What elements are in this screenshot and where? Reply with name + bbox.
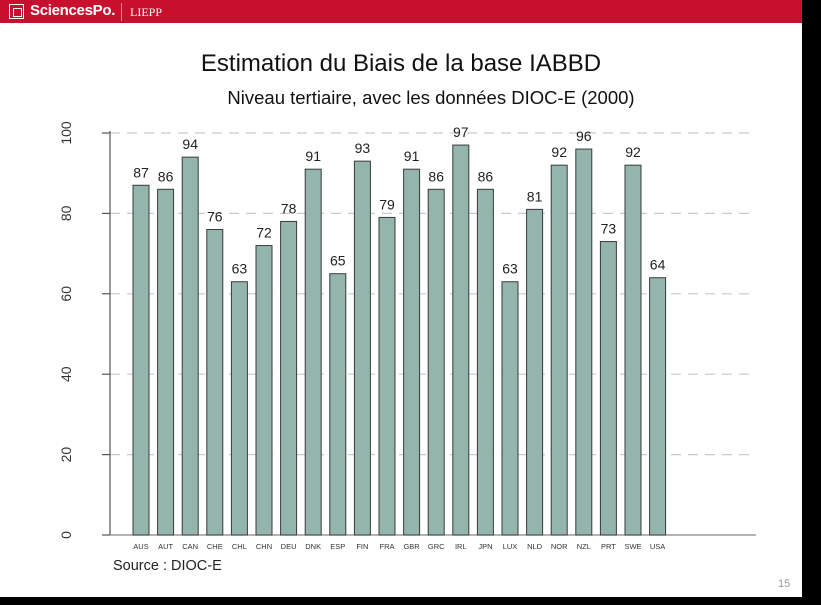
bar-nor <box>550 164 568 536</box>
x-tick-label: NLD <box>527 542 543 551</box>
x-tick-label: SWE <box>624 542 641 551</box>
x-tick-label: AUT <box>158 542 173 551</box>
bar-dnk <box>304 168 322 536</box>
bar-lux <box>501 281 519 536</box>
bar-chart: 0 20 40 60 80 100 87 86 94 76 63 72 78 91 65 93 79 91 86 9… <box>58 121 756 551</box>
bar-jpn <box>476 188 494 536</box>
data-label: 96 <box>576 128 592 144</box>
page-number: 15 <box>778 578 791 590</box>
data-label: 63 <box>232 261 248 277</box>
data-label: 64 <box>650 257 666 273</box>
y-tick-label: 60 <box>58 286 74 302</box>
bar-irl <box>452 144 470 536</box>
data-label: 81 <box>527 188 543 204</box>
x-tick-label: NOR <box>551 542 568 551</box>
bar-deu <box>280 220 298 536</box>
x-tick-label: PRT <box>601 542 616 551</box>
data-label: 86 <box>428 168 444 184</box>
data-label: 65 <box>330 253 346 269</box>
bar-nld <box>526 208 544 536</box>
y-tick-label: 80 <box>58 205 74 221</box>
y-tick-label: 100 <box>58 121 74 145</box>
x-tick-label: IRL <box>455 542 467 551</box>
y-tick-label: 0 <box>58 531 74 539</box>
x-tick-label: GBR <box>403 542 420 551</box>
sciencespo-logo-icon <box>9 4 24 19</box>
bar-prt <box>599 241 617 536</box>
bar-aut <box>157 188 175 536</box>
x-tick-label: FIN <box>356 542 368 551</box>
x-tick-label: NZL <box>577 542 591 551</box>
x-tick-label: JPN <box>478 542 492 551</box>
y-tick-label: 40 <box>58 366 74 382</box>
x-tick-label: USA <box>650 542 665 551</box>
chart-title: Estimation du Biais de la base IABBD <box>200 50 602 77</box>
bar-esp <box>329 273 347 536</box>
data-label: 76 <box>207 208 223 224</box>
data-label: 63 <box>502 261 518 277</box>
data-label: 93 <box>355 140 371 156</box>
x-tick-label: CHL <box>232 542 247 551</box>
bar-swe <box>624 164 642 536</box>
slide: SciencesPo. LIEPP Estimation du Biais de… <box>0 0 802 597</box>
data-labels: 87 86 94 76 63 72 78 91 65 93 79 91 86 97 86 63 81 92 96 73… <box>133 124 665 277</box>
x-tick-label: FRA <box>380 542 395 551</box>
data-label: 94 <box>182 136 198 152</box>
bar-can <box>181 156 199 536</box>
data-label: 91 <box>404 148 420 164</box>
bar-fra <box>378 216 396 536</box>
data-label: 78 <box>281 200 297 216</box>
data-label: 86 <box>478 168 494 184</box>
x-tick-label: CHE <box>207 542 223 551</box>
header-divider <box>121 3 122 21</box>
source-note: Source : DIOC-E <box>113 558 222 574</box>
bar-chl <box>230 281 248 536</box>
data-label: 92 <box>625 144 641 160</box>
data-label: 92 <box>551 144 567 160</box>
data-label: 72 <box>256 225 272 241</box>
lab-name: LIEPP <box>130 5 163 19</box>
bar-fin <box>353 160 371 536</box>
data-label: 87 <box>133 164 149 180</box>
chart-subtitle: Niveau tertiaire, avec les données DIOC-… <box>227 87 635 108</box>
data-label: 91 <box>305 148 321 164</box>
x-tick-label: DNK <box>305 542 321 551</box>
x-tick-label: CAN <box>182 542 198 551</box>
header-bar: SciencesPo. LIEPP <box>0 0 802 23</box>
bar-aus <box>132 184 150 536</box>
x-tick-label: DEU <box>281 542 297 551</box>
bar-che <box>206 228 224 536</box>
data-label: 86 <box>158 168 174 184</box>
bar-nzl <box>575 148 593 536</box>
y-tick-label: 20 <box>58 447 74 463</box>
x-tick-labels: AUS AUT CAN CHE CHL CHN DEU DNK ESP FIN FRA GBR GRC I… <box>133 542 665 551</box>
bars <box>132 144 667 536</box>
data-label: 73 <box>601 221 617 237</box>
x-tick-label: LUX <box>503 542 518 551</box>
x-tick-label: GRC <box>428 542 445 551</box>
bar-chn <box>255 245 273 536</box>
x-tick-label: AUS <box>133 542 148 551</box>
bar-grc <box>427 188 445 536</box>
bar-usa <box>649 277 667 536</box>
brand-name: SciencesPo. <box>30 2 116 19</box>
bar-gbr <box>403 168 421 536</box>
data-label: 97 <box>453 124 469 140</box>
x-tick-label: CHN <box>256 542 272 551</box>
x-tick-label: ESP <box>330 542 345 551</box>
data-label: 79 <box>379 196 395 212</box>
